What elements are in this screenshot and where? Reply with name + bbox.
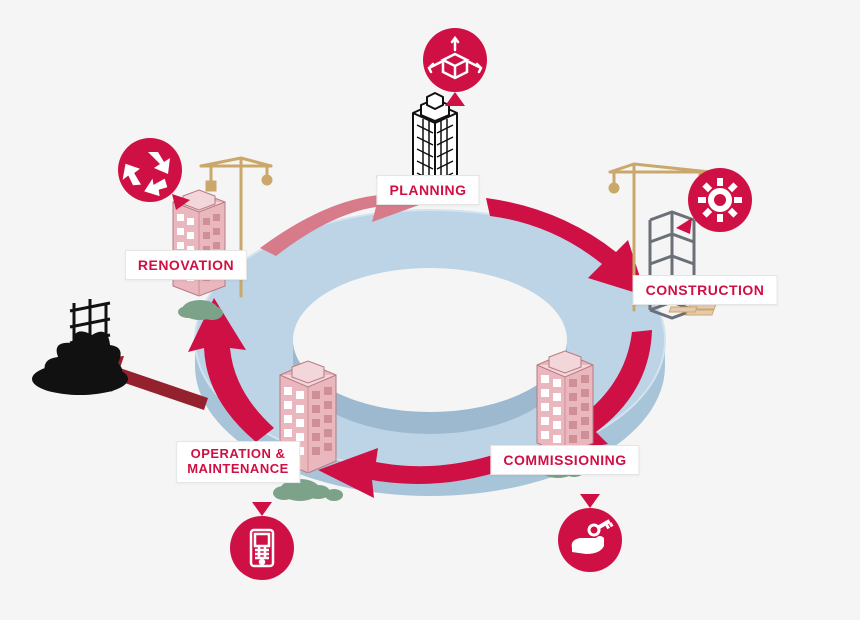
icon-badges [0, 0, 860, 620]
gear-icon [676, 168, 752, 234]
label-renovation: RENOVATION [125, 250, 247, 280]
recycle-icon [118, 138, 190, 210]
label-construction: CONSTRUCTION [633, 275, 778, 305]
cube-axes-icon [423, 28, 487, 106]
phone-icon [230, 502, 294, 580]
key-hand-icon [558, 494, 622, 572]
label-commissioning: COMMISSIONING [490, 445, 639, 475]
label-planning: PLANNING [376, 175, 479, 205]
label-operation: OPERATION &MAINTENANCE [176, 441, 300, 483]
lifecycle-diagram: PLANNING CONSTRUCTION COMMISSIONING OPER… [0, 0, 860, 620]
